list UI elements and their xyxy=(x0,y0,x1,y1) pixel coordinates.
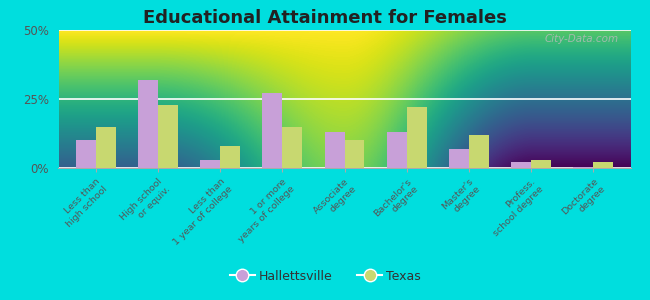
Bar xyxy=(344,140,365,168)
Bar xyxy=(138,80,158,168)
Bar xyxy=(158,104,178,168)
Bar xyxy=(200,160,220,168)
Bar xyxy=(282,127,302,168)
Bar xyxy=(76,140,96,168)
Text: City-Data.com: City-Data.com xyxy=(545,34,619,44)
Text: Educational Attainment for Females: Educational Attainment for Females xyxy=(143,9,507,27)
Bar xyxy=(573,167,593,168)
Bar xyxy=(220,146,240,168)
Bar xyxy=(511,163,531,168)
Bar xyxy=(407,107,426,168)
Bar xyxy=(531,160,551,168)
Bar xyxy=(96,127,116,168)
Bar xyxy=(263,94,282,168)
Legend: Hallettsville, Texas: Hallettsville, Texas xyxy=(224,265,426,288)
Bar xyxy=(324,132,345,168)
Bar xyxy=(593,163,613,168)
Bar xyxy=(469,135,489,168)
Bar xyxy=(449,149,469,168)
Bar xyxy=(387,132,407,168)
